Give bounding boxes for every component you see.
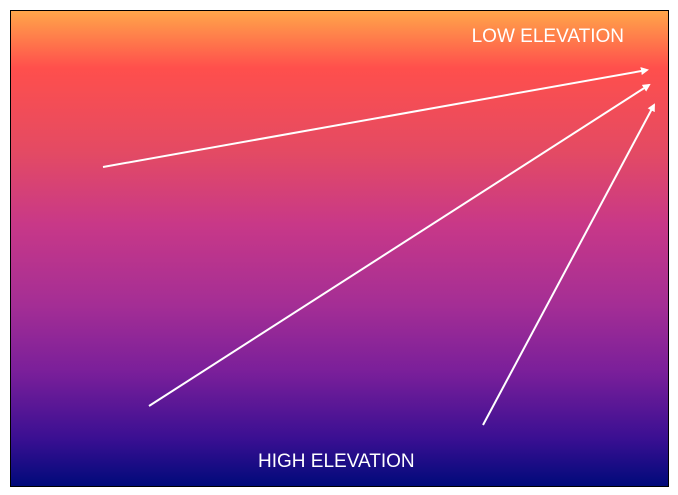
arrow-from-bottom xyxy=(482,103,655,426)
high-elevation-label: HIGH ELEVATION xyxy=(258,451,415,472)
low-elevation-label: LOW ELEVATION xyxy=(471,26,624,47)
arrows-diagram xyxy=(102,67,655,426)
slide-background: LOW ELEVATION HIGH ELEVATION xyxy=(10,10,669,487)
arrow-from-left-low-angle xyxy=(102,67,649,168)
arrow-from-lower-left xyxy=(148,83,651,407)
